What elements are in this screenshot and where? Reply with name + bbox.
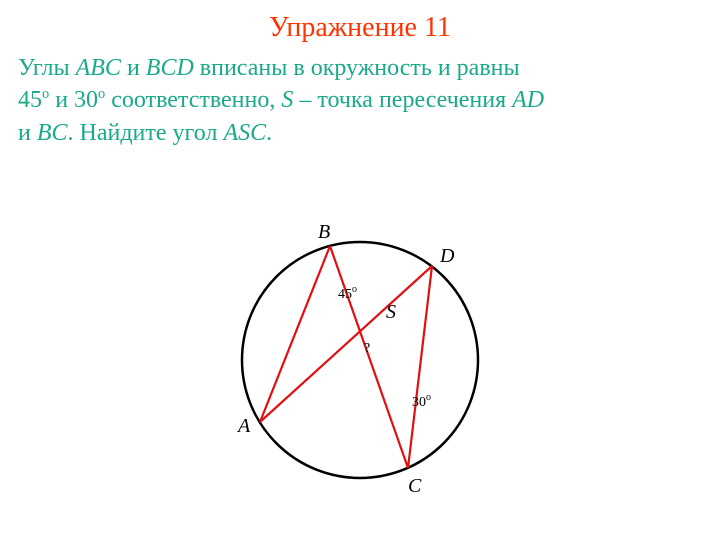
abc: ABC bbox=[76, 55, 121, 81]
point-label-D: D bbox=[439, 245, 455, 267]
txt: . bbox=[266, 120, 272, 146]
point-label-B: B bbox=[318, 221, 330, 243]
angle-label: ? bbox=[364, 341, 370, 356]
txt: и 30 bbox=[49, 87, 98, 113]
txt: вписаны в окружность и равны bbox=[194, 55, 520, 81]
txt: 45 bbox=[18, 87, 42, 113]
s: S bbox=[281, 87, 293, 113]
asc: ASC bbox=[223, 120, 266, 146]
txt: – точка пересечения bbox=[293, 87, 512, 113]
txt: Углы bbox=[18, 55, 76, 81]
point-label-C: C bbox=[408, 475, 422, 497]
point-label-S: S bbox=[386, 301, 396, 323]
chord-lines bbox=[260, 246, 432, 468]
txt: . Найдите угол bbox=[68, 120, 224, 146]
problem-text: Углы ABC и BCD вписаны в окружность и ра… bbox=[0, 44, 720, 149]
bcd: BCD bbox=[146, 55, 194, 81]
txt: и bbox=[121, 55, 146, 81]
angle-label: 45о bbox=[338, 284, 357, 302]
circle bbox=[242, 242, 478, 478]
angle-label: 30о bbox=[412, 392, 431, 410]
geometry-diagram: A B C D S 45о 30о? bbox=[200, 200, 520, 520]
ad: AD bbox=[512, 87, 544, 113]
bc: BC bbox=[37, 120, 68, 146]
txt: соответственно, bbox=[105, 87, 281, 113]
txt: и bbox=[18, 120, 37, 146]
chord-CD bbox=[408, 266, 432, 468]
point-labels: A B C D S bbox=[236, 221, 455, 497]
chord-AB bbox=[260, 246, 330, 422]
chord-BC bbox=[330, 246, 408, 468]
diagram-svg: A B C D S 45о 30о? bbox=[200, 200, 520, 520]
exercise-title: Упражнение 11 bbox=[0, 0, 720, 44]
title-text: Упражнение 11 bbox=[269, 12, 451, 43]
point-label-A: A bbox=[236, 415, 251, 437]
